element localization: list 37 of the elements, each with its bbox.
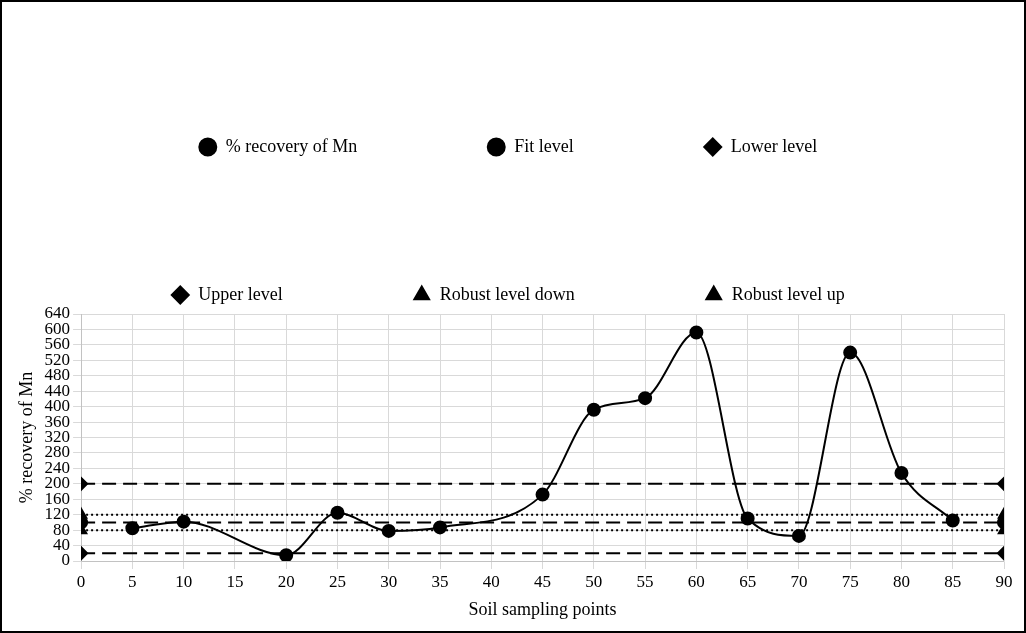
point xyxy=(638,391,653,406)
x-tick-label: 80 xyxy=(892,571,910,591)
point xyxy=(279,548,294,561)
point xyxy=(535,487,550,502)
legend-label: % recovery of Mn xyxy=(225,135,358,156)
x-tick-label: 35 xyxy=(431,571,449,591)
x-tick-label: 25 xyxy=(328,571,346,591)
point xyxy=(381,523,396,538)
legend-label: Fit level xyxy=(514,135,574,156)
x-tick-label: 50 xyxy=(585,571,603,591)
x-tick-label: 10 xyxy=(175,571,193,591)
x-tick-label: 5 xyxy=(128,571,137,591)
legend-label: Lower level xyxy=(730,135,818,156)
x-tick-label: 65 xyxy=(739,571,757,591)
x-tick-label: 45 xyxy=(534,571,552,591)
point xyxy=(791,528,806,543)
legend-label: Robust level down xyxy=(439,283,575,304)
legend-label: Robust level up xyxy=(731,283,845,304)
x-tick-label: 40 xyxy=(482,571,500,591)
x-tick-label: 0 xyxy=(76,571,86,591)
point xyxy=(433,520,448,535)
x-tick-label: 90 xyxy=(995,571,1013,591)
x-tick-label: 60 xyxy=(687,571,705,591)
point xyxy=(330,505,345,520)
point xyxy=(689,325,704,340)
x-tick-label: 75 xyxy=(841,571,859,591)
x-tick-label: 15 xyxy=(226,571,244,591)
x-tick-label: 20 xyxy=(277,571,295,591)
x-tick-label: 55 xyxy=(636,571,654,591)
y-axis-title: % recovery of Mn xyxy=(15,371,36,504)
x-tick-label: 30 xyxy=(380,571,398,591)
x-tick-label: 70 xyxy=(790,571,808,591)
point xyxy=(740,511,755,526)
legend-label: Upper level xyxy=(198,283,283,304)
point xyxy=(586,402,601,417)
x-tick-label: 85 xyxy=(944,571,962,591)
x-axis-title: Soil sampling points xyxy=(468,598,617,619)
